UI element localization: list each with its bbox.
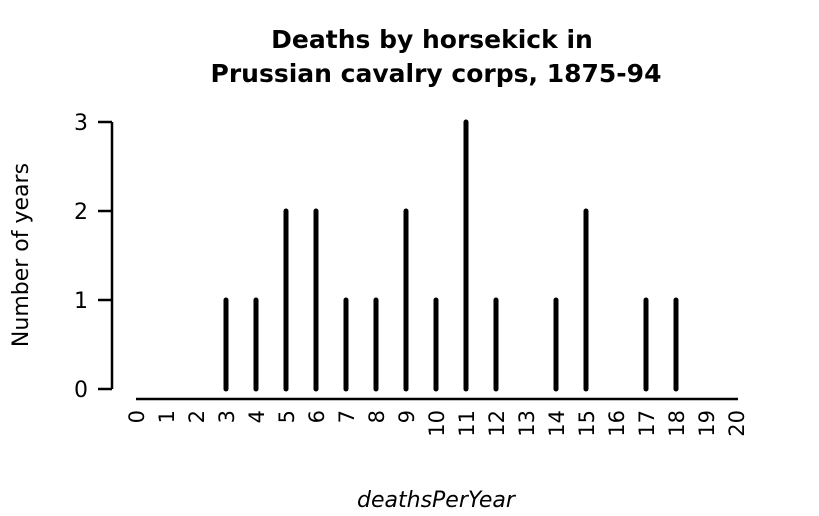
chart-title-line-2: Prussian cavalry corps, 1875-94 xyxy=(211,59,662,88)
x-tick-label: 10 xyxy=(425,410,449,437)
y-tick-label: 3 xyxy=(74,111,88,136)
bars xyxy=(223,119,679,392)
x-tick-label: 7 xyxy=(335,410,359,423)
x-axis: 0 1 2 3 4 5 6 7 8 9 10 11 12 13 14 15 16 17 18 19 20 xyxy=(125,397,749,437)
x-tick-label: 11 xyxy=(455,410,479,437)
x-tick-label: 12 xyxy=(485,410,509,437)
x-tick-label: 16 xyxy=(605,410,629,437)
y-axis-label: Number of years xyxy=(9,163,34,347)
x-tick-label: 4 xyxy=(245,410,269,423)
chart-title-line-1: Deaths by horsekick in xyxy=(271,25,593,54)
x-tick-label: 18 xyxy=(665,410,689,437)
y-tick-label: 2 xyxy=(74,200,88,225)
x-tick-label: 8 xyxy=(365,410,389,423)
x-tick-label: 1 xyxy=(155,410,179,423)
y-tick-label: 1 xyxy=(74,289,88,314)
x-tick-label: 3 xyxy=(215,410,239,423)
x-tick-label: 13 xyxy=(515,410,539,437)
x-tick-label: 20 xyxy=(725,410,749,437)
x-tick-label: 2 xyxy=(185,410,209,423)
x-tick-label: 15 xyxy=(575,410,599,437)
x-tick-label: 14 xyxy=(545,410,569,437)
x-tick-label: 19 xyxy=(695,410,719,437)
x-tick-label: 0 xyxy=(125,410,149,423)
x-axis-label: deathsPerYear xyxy=(357,488,517,512)
y-axis: 0 1 2 3 xyxy=(74,111,114,403)
x-tick-label: 17 xyxy=(635,410,659,437)
x-tick-label: 5 xyxy=(275,410,299,423)
x-tick-label: 6 xyxy=(305,410,329,423)
y-tick-label: 0 xyxy=(74,378,88,403)
x-tick-label: 9 xyxy=(395,410,419,423)
